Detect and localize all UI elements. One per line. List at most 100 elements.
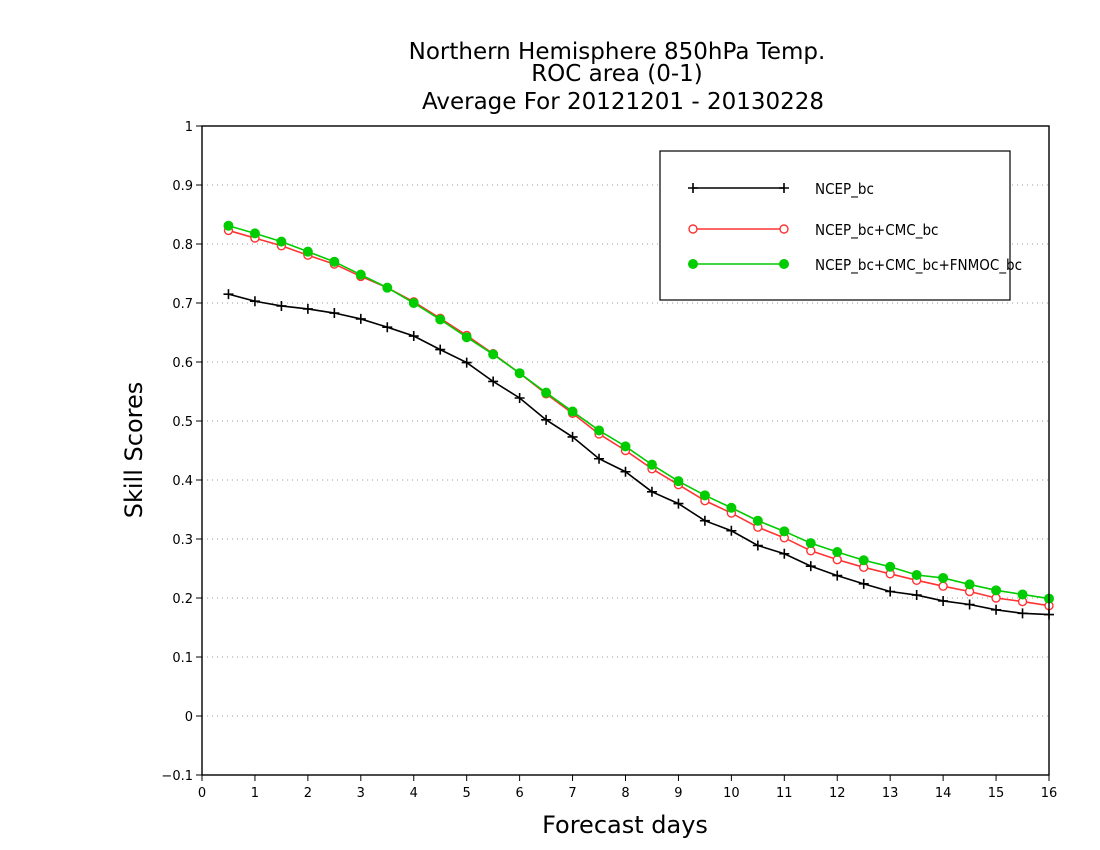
series-1-point xyxy=(938,595,949,606)
x-tick-label: 4 xyxy=(410,786,418,801)
y-tick-label: 0.1 xyxy=(172,651,193,666)
legend-swatch-marker xyxy=(688,183,698,193)
y-tick-label: 0.7 xyxy=(172,297,193,312)
y-tick-label: 0.4 xyxy=(172,474,193,489)
legend: NCEP_bc NCEP_bc+CMC_bc NCEP_bc+CMC_bc+FNMO… xyxy=(659,150,1022,301)
x-tick-label: 2 xyxy=(304,786,312,801)
legend-swatch-marker xyxy=(688,259,698,269)
series-3-point xyxy=(779,526,790,537)
series-1-point xyxy=(461,357,472,368)
tick-layer: −0.100.10.20.30.40.50.60.70.80.910 1 2 3 4 5 6… xyxy=(161,120,1057,801)
series-3-point xyxy=(541,387,552,398)
series-1-point xyxy=(488,376,499,387)
series-1-point xyxy=(620,466,631,477)
series-3-point xyxy=(832,546,843,557)
chart-title-line-1: Northern Hemisphere 850hPa Temp. xyxy=(409,39,826,65)
y-tick-label: 0.2 xyxy=(172,592,193,607)
series-1-point xyxy=(805,561,816,572)
legend-swatch-marker xyxy=(779,183,789,193)
series-3-point xyxy=(223,220,234,231)
series-1-point xyxy=(673,498,684,509)
x-tick-label: 12 xyxy=(829,786,846,801)
x-tick-label: 11 xyxy=(776,786,793,801)
chart-title-line-3: Average For 20121201 - 20130228 xyxy=(422,89,824,115)
y-tick-label: 0 xyxy=(185,710,193,725)
legend-swatch-marker xyxy=(688,224,698,234)
series-3-point xyxy=(1017,589,1028,600)
series-3-point xyxy=(276,236,287,247)
series-3-point xyxy=(991,585,1002,596)
x-tick-label: 10 xyxy=(723,786,740,801)
x-tick-label: 7 xyxy=(568,786,576,801)
series-3-point xyxy=(805,538,816,549)
y-axis-label: Skill Scores xyxy=(120,382,148,519)
series-1-point xyxy=(885,586,896,597)
legend-swatch-marker xyxy=(779,259,789,269)
x-axis-label: Forecast days xyxy=(542,811,708,839)
series-1-point xyxy=(355,313,366,324)
series-3-point xyxy=(567,406,578,417)
series-1-point xyxy=(329,308,340,319)
series-1-point xyxy=(408,331,419,342)
x-tick-label: 8 xyxy=(621,786,629,801)
legend-label: NCEP_bc+CMC_bc xyxy=(815,221,938,240)
series-1-point xyxy=(302,303,313,314)
x-tick-label: 16 xyxy=(1041,786,1058,801)
chart-title-line-2: ROC area (0-1) xyxy=(531,61,703,87)
series-1-point xyxy=(541,414,552,425)
series-1-point xyxy=(223,289,234,300)
series-1-point xyxy=(249,296,260,307)
series-1-point xyxy=(382,322,393,333)
series-1-point xyxy=(779,548,790,559)
series-3-point xyxy=(752,515,763,526)
series-3-point xyxy=(726,502,737,513)
x-tick-label: 6 xyxy=(515,786,523,801)
series-3-point xyxy=(911,569,922,580)
legend-entry-3: NCEP_bc+CMC_bc+FNMOC_bc xyxy=(688,256,1022,275)
series-1-point xyxy=(911,590,922,601)
y-tick-label: 0.8 xyxy=(172,238,193,253)
series-1-point xyxy=(832,570,843,581)
series-3-point xyxy=(355,269,366,280)
series-3-point xyxy=(673,476,684,487)
series-3-point xyxy=(620,441,631,452)
series-3-point xyxy=(699,490,710,501)
y-tick-label: 0.3 xyxy=(172,533,193,548)
series-3 xyxy=(223,220,1054,604)
series-layer xyxy=(223,220,1054,620)
series-2-point xyxy=(938,581,948,591)
series-1-point xyxy=(594,453,605,464)
x-tick-label: 15 xyxy=(988,786,1005,801)
series-1-point xyxy=(1017,608,1028,619)
series-1-point xyxy=(964,599,975,610)
y-tick-label: 0.6 xyxy=(172,356,193,371)
x-tick-label: 9 xyxy=(674,786,682,801)
series-3-point xyxy=(329,256,340,267)
series-3-point xyxy=(302,246,313,257)
legend-swatch-marker xyxy=(779,224,789,234)
y-tick-label: 0.9 xyxy=(172,179,193,194)
series-3-point xyxy=(938,572,949,583)
legend-box xyxy=(659,150,1011,301)
series-3-point xyxy=(461,332,472,343)
legend-entry-1: NCEP_bc xyxy=(688,180,874,199)
series-3-point xyxy=(594,425,605,436)
series-3-point xyxy=(435,314,446,325)
series-1-point xyxy=(991,604,1002,615)
x-tick-label: 5 xyxy=(463,786,471,801)
series-3-point xyxy=(249,228,260,239)
series-3-point xyxy=(858,555,869,566)
x-tick-label: 0 xyxy=(198,786,206,801)
series-3-point xyxy=(964,579,975,590)
legend-entry-2: NCEP_bc+CMC_bc xyxy=(688,221,938,240)
series-1-point xyxy=(567,431,578,442)
y-tick-label: 0.5 xyxy=(172,415,193,430)
series-3-point xyxy=(885,561,896,572)
series-1-point xyxy=(726,525,737,536)
x-tick-label: 13 xyxy=(882,786,899,801)
series-1 xyxy=(223,289,1054,620)
series-1-point xyxy=(646,486,657,497)
series-1-point xyxy=(699,515,710,526)
